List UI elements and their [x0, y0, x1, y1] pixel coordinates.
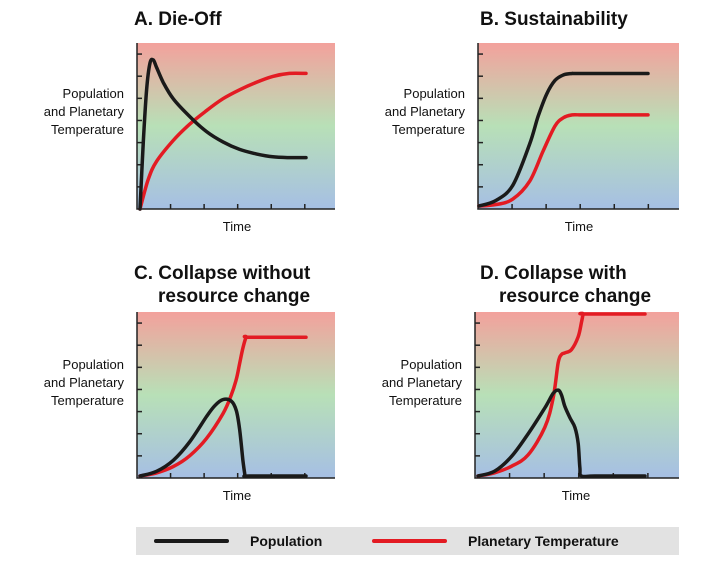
axes [136, 43, 335, 210]
panel-a-ylabel-line1: Population [63, 86, 124, 101]
population-line [476, 388, 647, 479]
panel-a-plot-area [137, 43, 335, 209]
panel-c-xlabel: Time [223, 488, 251, 503]
panel-b-title: B. Sustainability [480, 9, 628, 30]
panel-d-title-line2: resource change [499, 286, 651, 307]
panel-b: B. Sustainability Population and Planeta… [385, 9, 679, 234]
legend-population-label: Population [250, 533, 323, 549]
panel-c-title-line1: C. Collapse without [134, 263, 311, 284]
panel-d-ylabel-line1: Population [401, 357, 462, 372]
temperature-line [138, 71, 308, 211]
panel-c-plot-area [137, 312, 335, 478]
temperature-line [138, 334, 308, 478]
panel-a-plot [136, 43, 335, 211]
legend-temperature-label: Planetary Temperature [468, 533, 619, 549]
panel-b-ylabel-line3: Temperature [392, 122, 465, 137]
panel-c-ylabel-line1: Population [63, 357, 124, 372]
panel-a-ylabel-line2: and Planetary [44, 104, 125, 119]
temperature-line [476, 311, 647, 478]
panel-c-plot [136, 312, 335, 479]
panel-c-ylabel-line2: and Planetary [44, 375, 125, 390]
panel-c: C. Collapse without resource change Popu… [44, 263, 335, 503]
panel-b-plot [477, 43, 679, 210]
panel-a: A. Die-Off Population and Planetary Temp… [44, 9, 335, 234]
panel-d-ylabel-line2: and Planetary [382, 375, 463, 390]
panel-c-title-line2: resource change [158, 286, 310, 307]
panel-a-ylabel-line3: Temperature [51, 122, 124, 137]
panel-a-title: A. Die-Off [134, 9, 222, 30]
axes [474, 312, 679, 479]
panel-b-xlabel: Time [565, 219, 593, 234]
legend: Population Planetary Temperature [136, 527, 679, 555]
axes [136, 312, 335, 479]
panel-a-xlabel: Time [223, 219, 251, 234]
panel-c-ylabel-line3: Temperature [51, 393, 124, 408]
temperature-line [477, 112, 650, 208]
panel-d-title-line1: D. Collapse with [480, 263, 627, 284]
panel-d: D. Collapse with resource change Populat… [382, 263, 679, 503]
panel-b-ylabel-line2: and Planetary [385, 104, 466, 119]
panel-b-plot-area [478, 43, 679, 209]
population-line [138, 397, 308, 478]
legend-population-swatch [154, 539, 229, 543]
panel-d-plot [474, 311, 679, 479]
panel-d-ylabel-line3: Temperature [389, 393, 462, 408]
population-line [477, 71, 650, 208]
population-line [138, 57, 308, 211]
legend-item-temperature: Planetary Temperature [372, 527, 619, 555]
legend-temperature-swatch [372, 539, 447, 543]
panel-b-ylabel-line1: Population [404, 86, 465, 101]
axes [477, 43, 679, 210]
legend-item-population: Population [154, 527, 322, 555]
panel-d-xlabel: Time [562, 488, 590, 503]
